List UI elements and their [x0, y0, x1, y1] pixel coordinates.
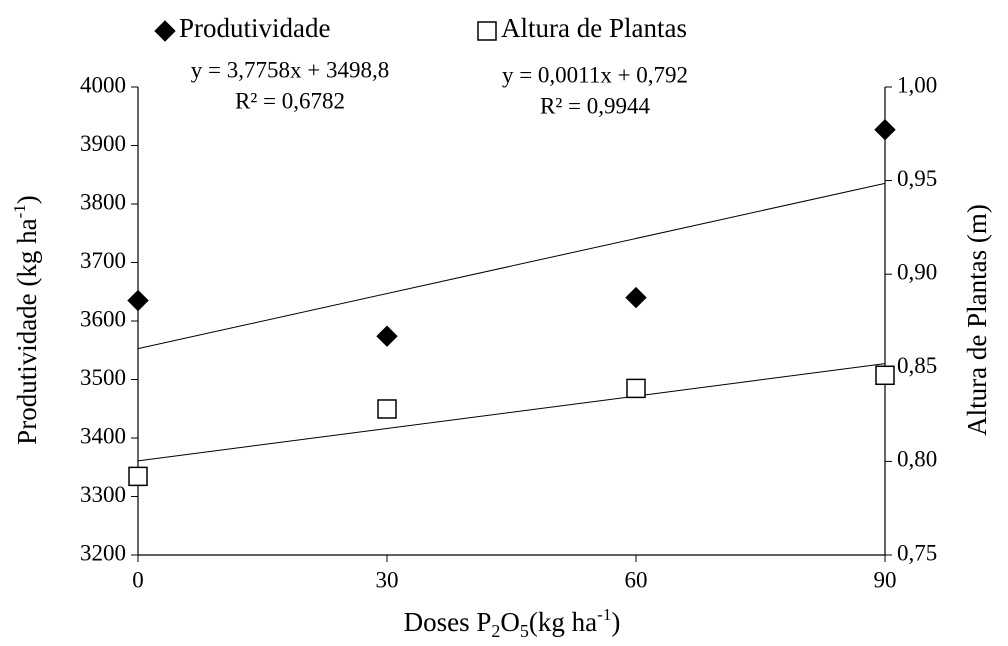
point: [128, 466, 148, 487]
y2-tick-label: 0,80: [897, 447, 937, 472]
x-axis-title: Doses P2O5(kg ha-1): [404, 605, 621, 641]
x-title-sub: 5: [520, 621, 529, 641]
point: [625, 286, 647, 309]
x-title-part: Doses P: [404, 607, 492, 637]
y-tick-label: 3400: [80, 423, 126, 448]
y-tick-label: 4000: [80, 72, 126, 97]
x-title-part: ): [611, 607, 620, 637]
y-title-part: Produtividade (kg ha: [12, 218, 42, 444]
r-squared: R² = 0,6782: [235, 88, 345, 113]
y-title-part: ): [12, 195, 42, 204]
x-tick-label: 30: [376, 567, 399, 592]
trendline: [137, 363, 886, 462]
y-tick-label: 3700: [80, 248, 126, 273]
x-tick-label: 90: [874, 567, 897, 592]
point: [874, 118, 896, 141]
y-tick-label: 3800: [80, 189, 126, 214]
point: [377, 399, 397, 419]
x-title-sup: -1: [597, 605, 611, 624]
point: [376, 325, 398, 347]
x-title-part: (kg ha: [529, 607, 597, 637]
point: [626, 378, 646, 399]
legend-label: Altura de Plantas: [501, 13, 687, 43]
y2-tick-label: 0,95: [897, 166, 937, 191]
y2-tick-label: 0,75: [897, 540, 937, 565]
y-tick-label: 3900: [80, 131, 126, 156]
y2-tick-label: 1,00: [897, 72, 937, 97]
x-title-part: O: [500, 607, 520, 637]
legend-marker: [477, 21, 497, 41]
y2-tick-label: 0,85: [897, 353, 937, 378]
trendline: [137, 182, 886, 350]
y2-tick-label: 0,90: [897, 259, 937, 284]
y2-axis-title: Altura de Plantas (m): [962, 204, 992, 436]
y-axis-title: Produtividade (kg ha-1): [10, 195, 42, 445]
equation: y = 0,0011x + 0,792: [502, 62, 688, 87]
x-title-sub: 2: [491, 621, 500, 641]
legend-label: Produtividade: [179, 13, 330, 43]
y-tick-label: 3300: [80, 482, 126, 507]
equation: y = 3,7758x + 3498,8: [191, 57, 389, 82]
point: [875, 365, 895, 386]
y-tick-label: 3600: [80, 306, 126, 331]
point: [127, 289, 149, 312]
y-tick-label: 3500: [80, 365, 126, 390]
y-title-sup: -1: [10, 204, 29, 218]
x-tick-label: 60: [625, 567, 648, 592]
r-squared: R² = 0,9944: [540, 93, 650, 118]
y-tick-label: 3200: [80, 540, 126, 565]
x-tick-label: 0: [132, 567, 144, 592]
legend-marker: [154, 20, 176, 42]
